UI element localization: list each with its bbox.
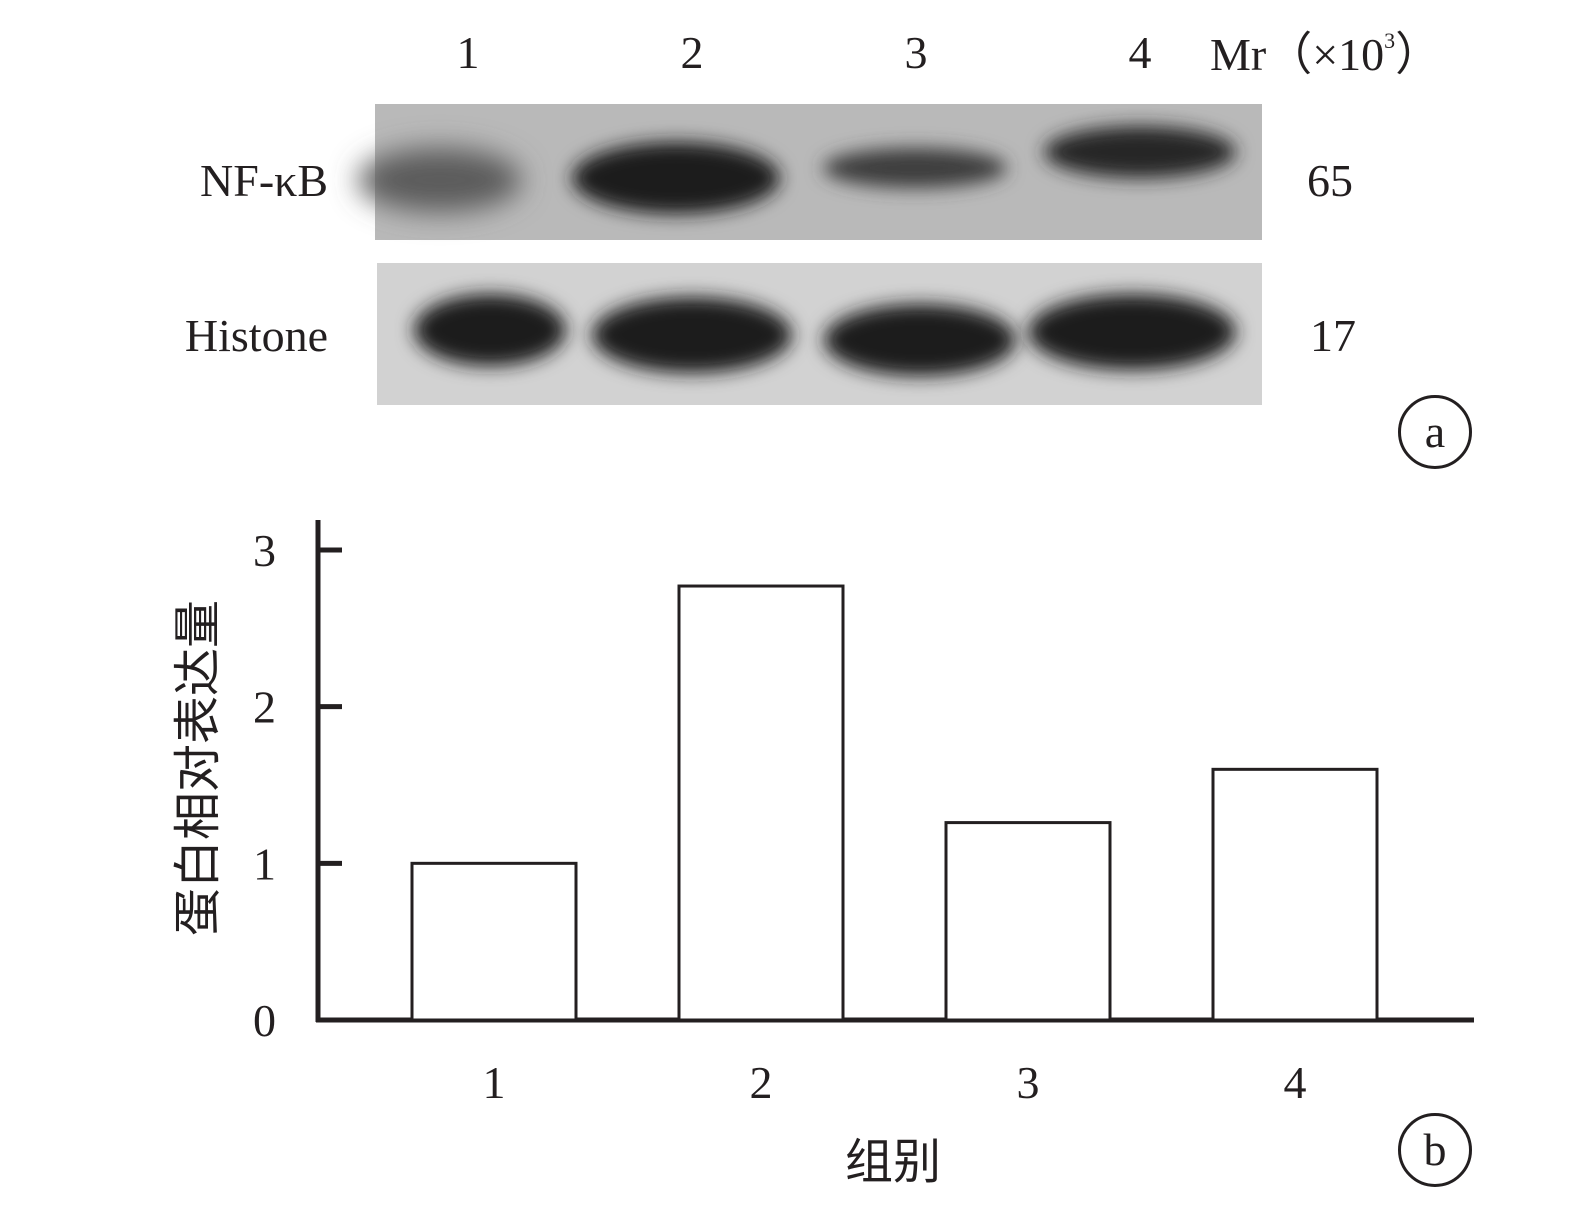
- lane-label-2: 2: [680, 27, 704, 78]
- x-axis-label: 组别: [845, 1136, 941, 1189]
- nfkb-band-lane-3: [823, 148, 1007, 188]
- nfkb-band-lane-4: [1044, 126, 1236, 178]
- western-blot-image: [358, 104, 1262, 405]
- x-tick-label-2: 2: [750, 1057, 773, 1108]
- blot-mw-17: 17: [1310, 310, 1356, 361]
- panel-badge-a: a: [1398, 395, 1472, 469]
- histone-band-lane-2: [592, 297, 792, 373]
- blot-row-label-nfkb: NF-κB: [200, 155, 328, 206]
- bar-1: [410, 861, 578, 1022]
- blot-mw-65: 65: [1307, 155, 1353, 206]
- nfkb-bands: [358, 126, 1236, 214]
- lane-label-4: 4: [1128, 27, 1152, 78]
- y-tick-label-1: 1: [253, 838, 276, 889]
- nfkb-band-lane-1: [358, 148, 522, 212]
- bar-3: [944, 821, 1112, 1022]
- histone-band-lane-4: [1028, 294, 1236, 370]
- mr-unit-label: Mr（×103）: [1210, 28, 1442, 80]
- panel-badge-b-text: b: [1423, 1124, 1447, 1175]
- bar-4: [1211, 767, 1379, 1022]
- bar-2: [677, 584, 845, 1022]
- y-tick-label-2: 2: [253, 682, 276, 733]
- lane-label-1: 1: [456, 27, 480, 78]
- y-tick-label-0: 0: [253, 995, 276, 1046]
- histone-bands: [414, 294, 1236, 376]
- histone-band-lane-1: [414, 294, 566, 366]
- panel-badge-a-text: a: [1424, 406, 1446, 457]
- y-tick-label-3: 3: [253, 525, 276, 576]
- lane-label-3: 3: [904, 27, 928, 78]
- x-tick-label-3: 3: [1017, 1057, 1040, 1108]
- nfkb-band-lane-2: [572, 142, 780, 214]
- histone-band-lane-3: [824, 304, 1016, 376]
- panel-badge-b: b: [1398, 1113, 1472, 1187]
- x-tick-label-4: 4: [1284, 1057, 1307, 1108]
- x-tick-label-1: 1: [483, 1057, 506, 1108]
- blot-row-label-histone: Histone: [184, 310, 328, 361]
- y-axis-label: 蛋白相对表达量: [172, 600, 225, 936]
